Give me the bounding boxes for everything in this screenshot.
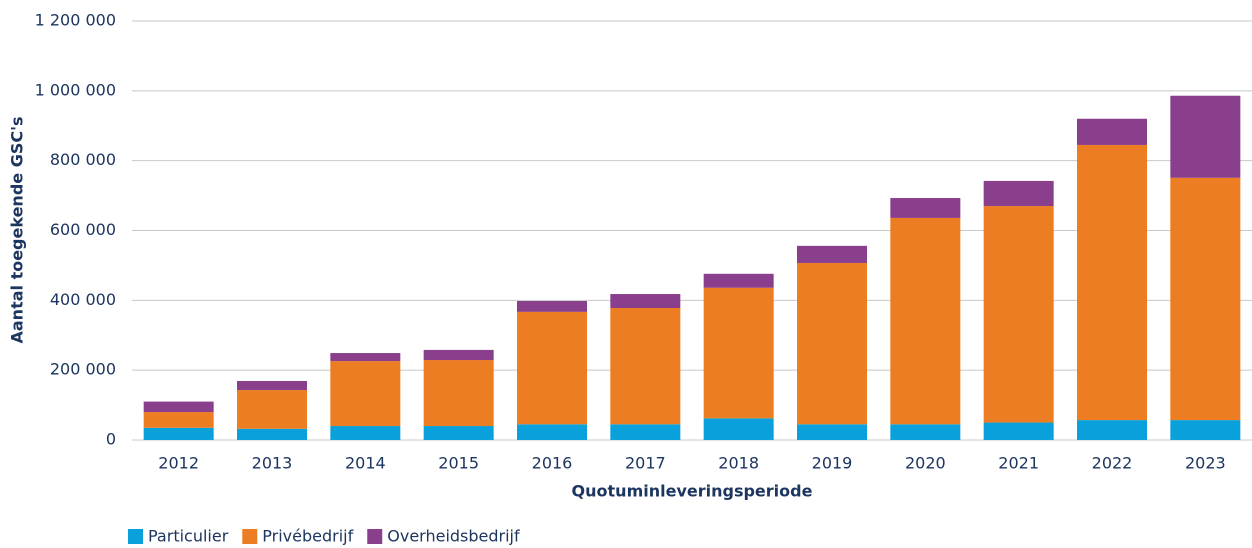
bar-segment bbox=[797, 245, 867, 263]
bar-segment bbox=[890, 198, 961, 218]
y-tick-label: 400 000 bbox=[50, 290, 116, 309]
x-tick-label: 2022 bbox=[1092, 454, 1133, 473]
y-tick-label: 600 000 bbox=[50, 220, 116, 239]
x-tick-label: 2013 bbox=[252, 454, 293, 473]
bar-segment bbox=[330, 426, 401, 440]
bar-segment bbox=[517, 311, 587, 425]
y-axis-label: Aantal toegekende GSC's bbox=[8, 116, 27, 343]
x-tick-label: 2020 bbox=[905, 454, 946, 473]
y-tick-label: 800 000 bbox=[50, 150, 116, 169]
bar-segment bbox=[143, 427, 214, 440]
bar-segment bbox=[703, 273, 774, 288]
bar-segment bbox=[610, 294, 681, 309]
legend-label: Privébedrijf bbox=[262, 527, 353, 546]
x-tick-label: 2019 bbox=[812, 454, 853, 473]
y-tick-label: 1 000 000 bbox=[35, 80, 116, 99]
bar-segment bbox=[890, 424, 961, 440]
bar-segment bbox=[330, 361, 401, 427]
bar-segment bbox=[1077, 118, 1147, 145]
x-axis-label: Quotuminleveringsperiode bbox=[572, 482, 813, 501]
bar-segment bbox=[423, 360, 494, 427]
bar-segment bbox=[610, 308, 681, 425]
bar-segment bbox=[143, 401, 214, 413]
bar-segment bbox=[517, 301, 587, 312]
bar-segment bbox=[1077, 420, 1147, 440]
bar-segment bbox=[797, 262, 867, 425]
y-tick-label: 1 200 000 bbox=[35, 11, 116, 30]
bar-segment bbox=[330, 353, 401, 362]
bar-segment bbox=[890, 217, 961, 425]
bar-segment bbox=[237, 428, 307, 440]
x-tick-label: 2014 bbox=[345, 454, 386, 473]
x-tick-label: 2012 bbox=[158, 454, 199, 473]
bar-segment bbox=[983, 422, 1054, 440]
bar-segment bbox=[797, 424, 867, 440]
bar-segment bbox=[983, 180, 1054, 207]
bar-segment bbox=[237, 380, 307, 391]
bar-segment bbox=[703, 418, 774, 440]
bar-segment bbox=[423, 426, 494, 440]
x-tick-label: 2023 bbox=[1185, 454, 1226, 473]
legend-label: Particulier bbox=[148, 527, 229, 546]
bar-segment bbox=[237, 390, 307, 429]
x-tick-label: 2021 bbox=[998, 454, 1039, 473]
y-tick-label: 200 000 bbox=[50, 360, 116, 379]
bar-segment bbox=[610, 424, 681, 440]
bar-segment bbox=[703, 287, 774, 419]
legend-swatch bbox=[242, 529, 258, 544]
x-tick-label: 2017 bbox=[625, 454, 666, 473]
bar-segment bbox=[1077, 144, 1147, 421]
legend-swatch bbox=[367, 529, 383, 544]
x-tick-label: 2015 bbox=[438, 454, 479, 473]
bar-segment bbox=[143, 412, 214, 428]
x-tick-label: 2018 bbox=[718, 454, 759, 473]
bar-segment bbox=[517, 424, 587, 440]
bar-segment bbox=[983, 206, 1054, 423]
x-tick-label: 2016 bbox=[532, 454, 573, 473]
legend-label: Overheidsbedrijf bbox=[387, 527, 520, 546]
y-tick-label: 0 bbox=[106, 430, 116, 449]
legend-swatch bbox=[128, 529, 143, 544]
bar-segment bbox=[423, 349, 494, 361]
bar-segment bbox=[1170, 420, 1241, 440]
bar-segment bbox=[1170, 95, 1241, 178]
bar-segment bbox=[1170, 177, 1241, 421]
